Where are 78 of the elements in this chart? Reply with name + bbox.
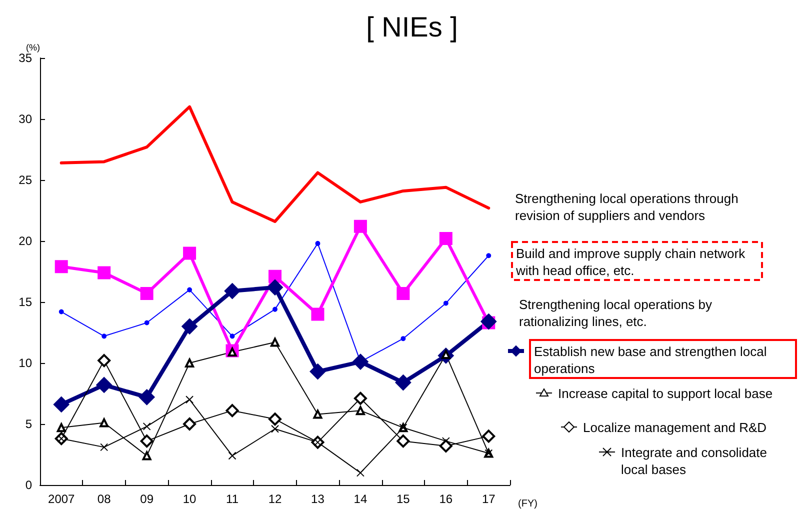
point [100, 418, 109, 428]
y-tick-label: 15 [18, 295, 32, 309]
point [356, 406, 365, 416]
line-series [60, 105, 490, 223]
point [354, 220, 367, 233]
x-tick-label: 16 [439, 492, 453, 506]
point [102, 334, 107, 339]
point [182, 318, 198, 334]
point [354, 392, 367, 405]
x-tick-label: 10 [182, 492, 197, 506]
y-tick-label: 25 [18, 173, 32, 187]
chart-title: [ NIEs ] [366, 12, 458, 42]
point [98, 354, 111, 368]
point [230, 334, 235, 339]
point [144, 320, 150, 326]
point [443, 300, 448, 306]
point [311, 308, 324, 321]
legend-label: Establish new base and strengthen local operations [534, 344, 770, 376]
y-tick-label: 0 [25, 478, 32, 492]
y-tick-label: 35 [18, 51, 32, 65]
point [400, 336, 406, 342]
point [310, 364, 326, 380]
point [224, 283, 240, 300]
legend-label: Increase capital to support local base [558, 386, 773, 401]
point [183, 418, 196, 430]
y-tick-label: 10 [18, 356, 32, 370]
point [396, 286, 410, 300]
point [140, 434, 154, 448]
point [268, 270, 282, 283]
point [270, 338, 280, 347]
point [267, 279, 283, 296]
point [54, 260, 68, 274]
point [356, 468, 364, 477]
x-tick-label: 14 [354, 492, 368, 506]
point [53, 396, 70, 412]
point [315, 240, 320, 246]
point [142, 451, 152, 460]
text: Strengthening local operations through revision of suppliers and vendors [515, 191, 742, 223]
y-tick-label: 5 [25, 417, 32, 431]
point [186, 396, 194, 404]
point [486, 253, 492, 258]
point [138, 389, 155, 406]
y-tick-label: 30 [18, 112, 32, 126]
legend-label: Integrate and consolidate local bases [621, 445, 771, 477]
y-axis-title: (%) [26, 42, 40, 52]
x-tick-label: 09 [140, 492, 154, 506]
point [142, 422, 151, 430]
point [183, 246, 196, 260]
point [226, 404, 239, 418]
x-axis-title: (FY) [518, 498, 538, 510]
point [228, 452, 236, 460]
x-tick-label: 13 [311, 492, 325, 506]
point [482, 430, 496, 443]
series-label: Strengthening local operations by rationalizing lines, etc. [519, 297, 716, 329]
x-tick-label: 12 [268, 492, 282, 506]
point [313, 410, 322, 419]
x-tick-label: 15 [396, 492, 410, 506]
point [98, 266, 111, 280]
point [395, 374, 412, 391]
point [352, 354, 368, 370]
point [140, 286, 154, 300]
legend-label: Localize management and R&D [583, 420, 767, 435]
x-tick-label: 08 [97, 492, 112, 506]
point [58, 309, 64, 314]
point [442, 437, 450, 446]
point [100, 443, 108, 452]
x-tick-label: 11 [226, 492, 239, 506]
text: Build and improve supply chain network with head office, etc. [515, 246, 749, 278]
x-tick-label: 2007 [48, 492, 76, 506]
point [96, 376, 112, 393]
point [396, 434, 410, 448]
point [268, 412, 282, 426]
y-tick-label: 20 [18, 234, 32, 248]
point [187, 287, 192, 292]
point [271, 424, 279, 433]
point [439, 232, 452, 246]
x-tick-label: 17 [482, 492, 496, 506]
point [272, 306, 278, 312]
